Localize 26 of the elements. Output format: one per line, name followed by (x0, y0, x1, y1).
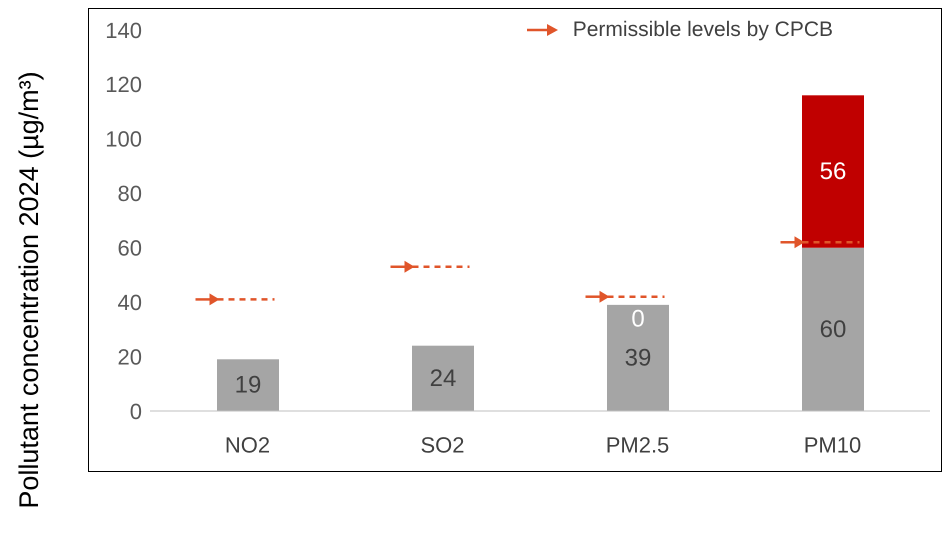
data-label: 60 (820, 316, 846, 343)
data-label: 24 (430, 364, 456, 392)
y-tick-label: 0 (130, 398, 142, 424)
data-label: 19 (234, 372, 262, 399)
y-tick-label: 40 (118, 290, 142, 315)
x-tick-label: NO2 (224, 432, 270, 458)
legend-label: Permissible levels by CPCB (572, 18, 833, 42)
y-tick-label: 120 (105, 72, 142, 98)
data-label: 39 (624, 344, 652, 372)
y-tick-label: 100 (105, 126, 142, 152)
point (210, 293, 220, 306)
bar (607, 304, 669, 411)
x-tick-label: PM2.5 (606, 432, 670, 458)
x-tick-label: PM10 (804, 432, 862, 458)
data-label: 0 (631, 305, 645, 332)
bar (412, 346, 474, 411)
y-tick-label: 140 (105, 18, 142, 43)
data-label: 56 (820, 158, 846, 186)
x-tick-label: SO2 (420, 432, 465, 458)
y-axis-title: Pollutant concentration 2024 (µg/m³) (14, 71, 44, 509)
bar (802, 248, 864, 411)
y-tick-label: 80 (118, 181, 142, 206)
bar (217, 359, 279, 411)
bar (802, 95, 864, 248)
y-tick-label: 60 (118, 236, 142, 261)
y-tick-label: 20 (118, 344, 142, 370)
